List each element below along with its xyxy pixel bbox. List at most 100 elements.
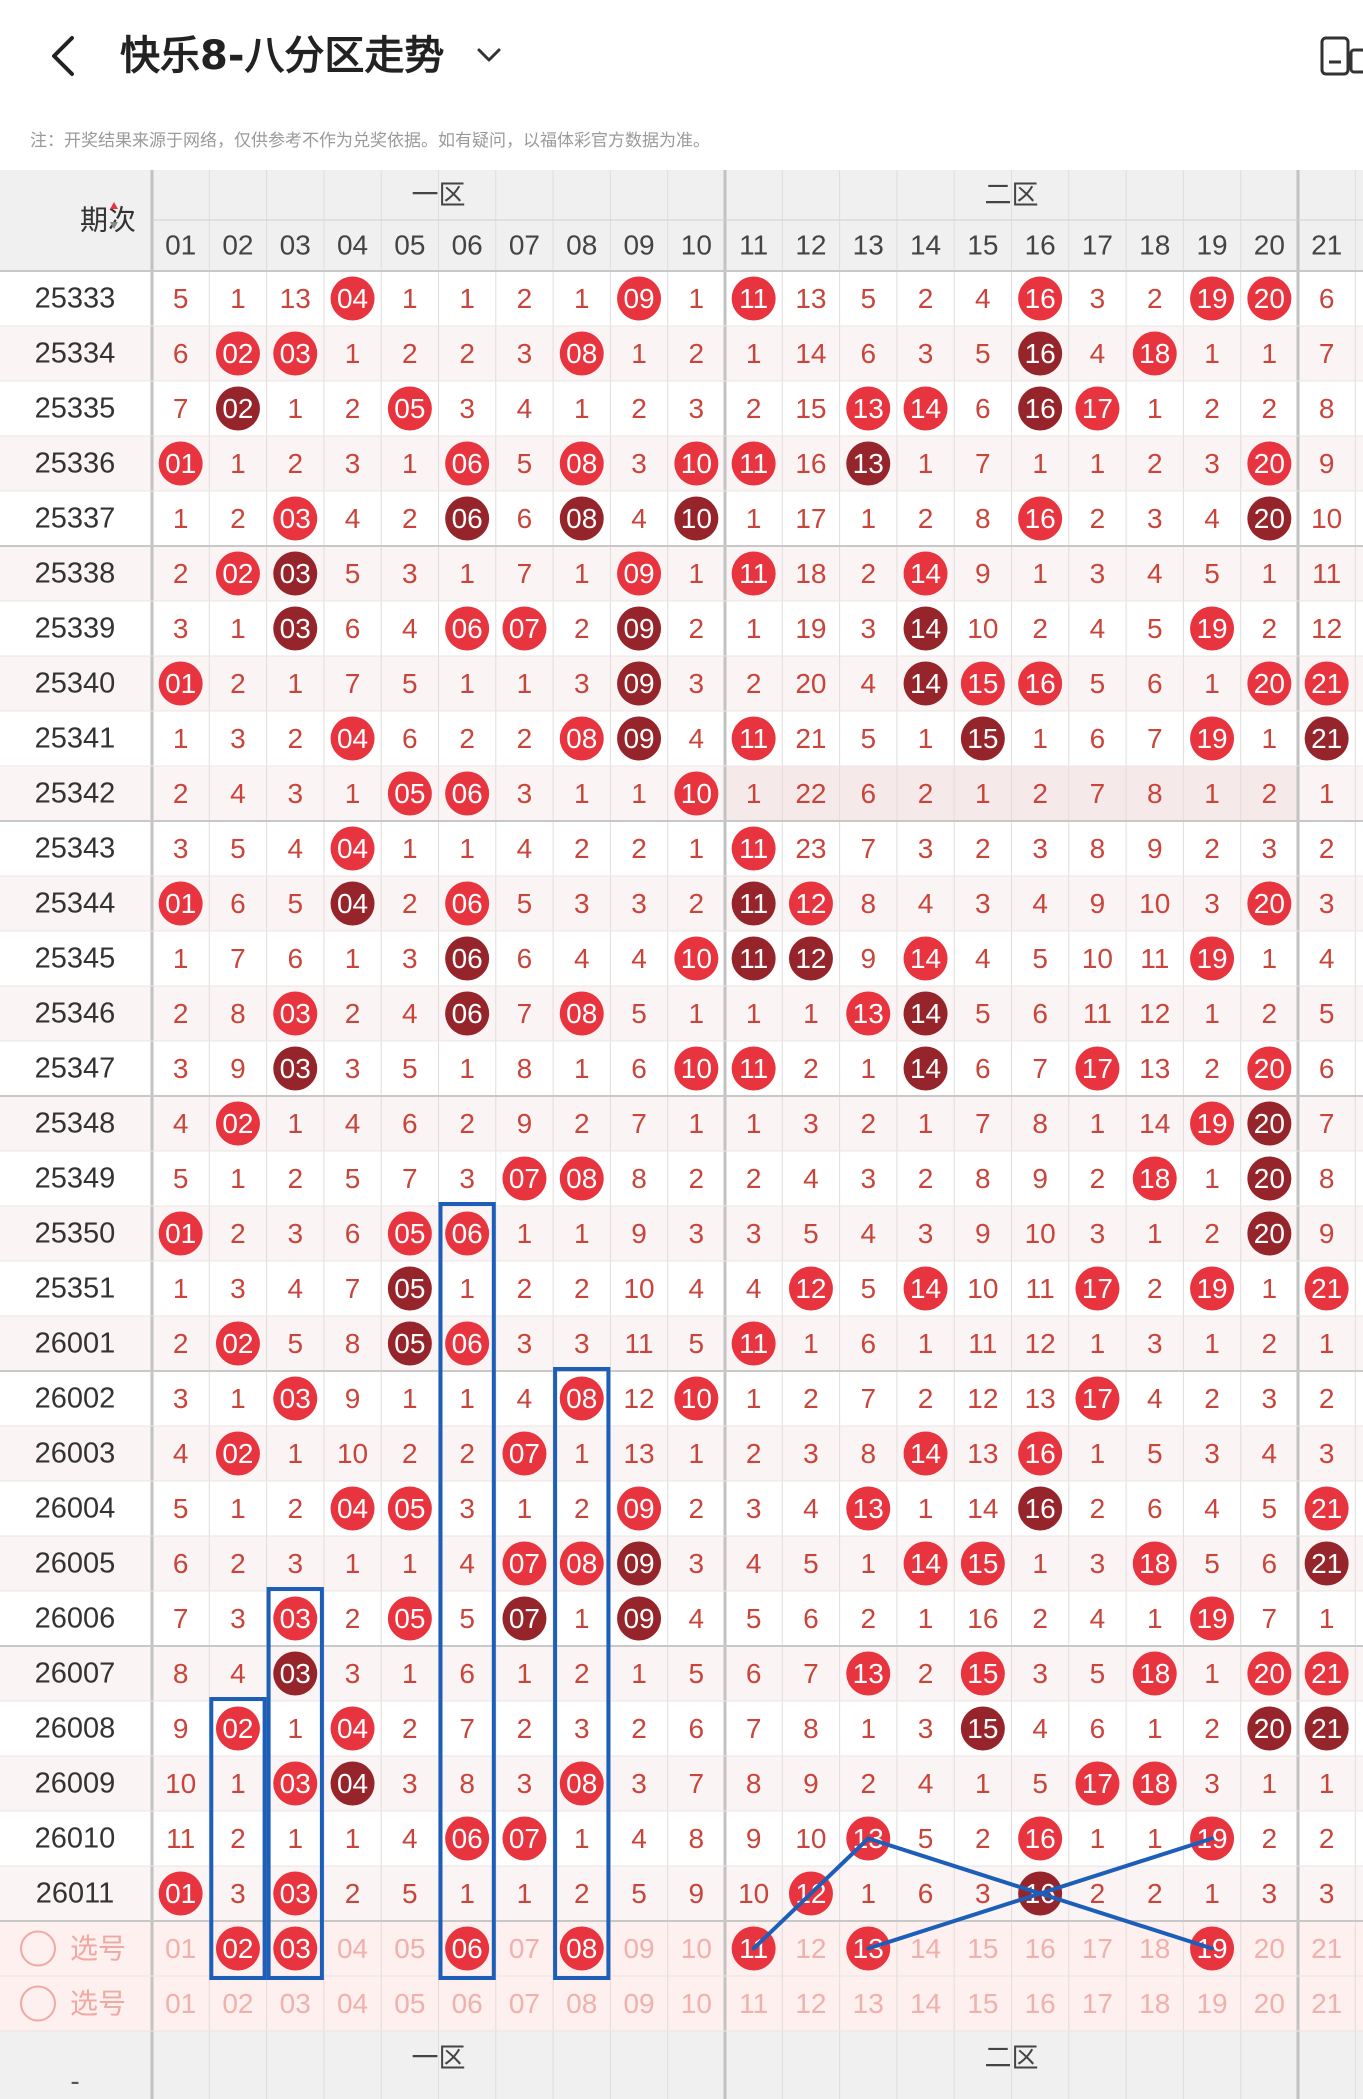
- pick-ball[interactable]: [559, 1926, 604, 1971]
- miss-count: 2: [1147, 1273, 1163, 1304]
- pick-number[interactable]: 21: [1311, 1988, 1342, 2019]
- pick-number[interactable]: 07: [509, 1988, 540, 2019]
- pick-number[interactable]: 11: [739, 1988, 768, 2019]
- ball: [502, 1816, 547, 1861]
- row-bg: [0, 1866, 1363, 1921]
- miss-count: 3: [1090, 1218, 1106, 1249]
- miss-count: 1: [631, 778, 647, 809]
- pick-number[interactable]: 03: [280, 1988, 311, 2019]
- ball-number: 16: [1025, 1823, 1056, 1854]
- pick-number[interactable]: 10: [681, 1933, 712, 1964]
- pick-number[interactable]: 21: [1311, 1933, 1342, 1964]
- ball-number: 06: [452, 888, 483, 919]
- pick-number[interactable]: 01: [165, 1933, 196, 1964]
- pick-number[interactable]: 04: [337, 1988, 368, 2019]
- miss-count: 1: [746, 778, 762, 809]
- page-title[interactable]: 快乐8-八分区走势: [120, 33, 445, 79]
- miss-count: 1: [918, 1108, 934, 1139]
- pick-number[interactable]: 12: [795, 1933, 826, 1964]
- miss-count: 1: [860, 503, 876, 534]
- miss-count: 5: [860, 1273, 876, 1304]
- pick-ball[interactable]: [445, 1926, 490, 1971]
- ball: [330, 826, 375, 871]
- miss-count: 4: [402, 998, 418, 1029]
- miss-count: 8: [345, 1328, 361, 1359]
- miss-count: 8: [1319, 393, 1335, 424]
- pick-number[interactable]: 05: [394, 1988, 425, 2019]
- miss-count: 5: [402, 1053, 418, 1084]
- pick-ball-number[interactable]: 03: [280, 1933, 311, 1964]
- pick-ball[interactable]: [215, 1926, 260, 1971]
- miss-count: 2: [1204, 393, 1220, 424]
- pick-number[interactable]: 18: [1139, 1933, 1170, 1964]
- ball-number: 20: [1254, 1658, 1285, 1689]
- miss-count: 3: [1032, 1658, 1048, 1689]
- pick-ball[interactable]: [273, 1926, 318, 1971]
- pick-number[interactable]: 01: [165, 1988, 196, 2019]
- device-icon[interactable]: [1318, 34, 1363, 80]
- pick-radio[interactable]: [20, 1930, 56, 1967]
- pick-ball-number[interactable]: 06: [452, 1933, 483, 1964]
- pick-label[interactable]: 选号: [70, 1988, 126, 2019]
- period-column-header[interactable]: 期次: [80, 205, 136, 236]
- sort-down-icon[interactable]: [110, 222, 118, 229]
- pick-number[interactable]: 16: [1025, 1933, 1056, 1964]
- ball: [731, 441, 776, 486]
- ball-number: 19: [1196, 1273, 1227, 1304]
- pick-number[interactable]: 14: [910, 1933, 941, 1964]
- pick-number[interactable]: 06: [452, 1988, 483, 2019]
- miss-count: 6: [975, 393, 991, 424]
- pick-number[interactable]: 05: [394, 1933, 425, 1964]
- column-header: 07: [509, 230, 540, 261]
- miss-count: 2: [345, 1878, 361, 1909]
- pick-number[interactable]: 02: [222, 1988, 253, 2019]
- miss-count: 2: [918, 778, 934, 809]
- ball-number: 01: [165, 888, 196, 919]
- miss-count: 3: [1204, 888, 1220, 919]
- pick-number[interactable]: 09: [623, 1988, 654, 2019]
- pick-label[interactable]: 选号: [70, 1933, 126, 1964]
- miss-count: 2: [746, 1438, 762, 1469]
- miss-count: 6: [918, 1878, 934, 1909]
- ball: [617, 551, 662, 596]
- miss-count: 3: [1319, 1438, 1335, 1469]
- pick-number[interactable]: 12: [795, 1988, 826, 2019]
- chevron-down-icon[interactable]: [474, 40, 504, 70]
- miss-count: 1: [1090, 1108, 1106, 1139]
- pick-number[interactable]: 14: [910, 1988, 941, 2019]
- miss-count: 19: [795, 613, 826, 644]
- pick-number[interactable]: 19: [1196, 1988, 1227, 2019]
- pick-number[interactable]: 17: [1082, 1988, 1113, 2019]
- pick-number[interactable]: 10: [681, 1988, 712, 2019]
- pick-number[interactable]: 17: [1082, 1933, 1113, 1964]
- pick-number[interactable]: 15: [967, 1933, 998, 1964]
- miss-count: 6: [402, 1108, 418, 1139]
- miss-count: 7: [1147, 723, 1163, 754]
- pick-number[interactable]: 08: [566, 1988, 597, 2019]
- pick-number[interactable]: 20: [1254, 1933, 1285, 1964]
- sort-up-icon[interactable]: [110, 202, 118, 209]
- miss-count: 6: [1147, 668, 1163, 699]
- pick-number[interactable]: 04: [337, 1933, 368, 1964]
- pick-number[interactable]: 09: [623, 1933, 654, 1964]
- miss-count: 2: [1090, 1493, 1106, 1524]
- miss-count: 1: [459, 1383, 475, 1414]
- pick-number[interactable]: 18: [1139, 1988, 1170, 2019]
- pick-ball-number[interactable]: 08: [566, 1933, 597, 1964]
- miss-count: 2: [1090, 503, 1106, 534]
- ball-number: 12: [795, 1273, 826, 1304]
- miss-count: 1: [1204, 778, 1220, 809]
- pick-number[interactable]: 13: [853, 1988, 884, 2019]
- miss-count: 23: [795, 833, 826, 864]
- pick-number[interactable]: 15: [967, 1988, 998, 2019]
- pick-radio[interactable]: [20, 1985, 56, 2022]
- back-arrow-icon[interactable]: [44, 34, 84, 78]
- pick-number[interactable]: 07: [509, 1933, 540, 1964]
- ball: [1018, 1816, 1063, 1861]
- column-header: 02: [222, 230, 253, 261]
- pick-ball-number[interactable]: 02: [222, 1933, 253, 1964]
- miss-count: 10: [337, 1438, 368, 1469]
- pick-number[interactable]: 16: [1025, 1988, 1056, 2019]
- pick-number[interactable]: 20: [1254, 1988, 1285, 2019]
